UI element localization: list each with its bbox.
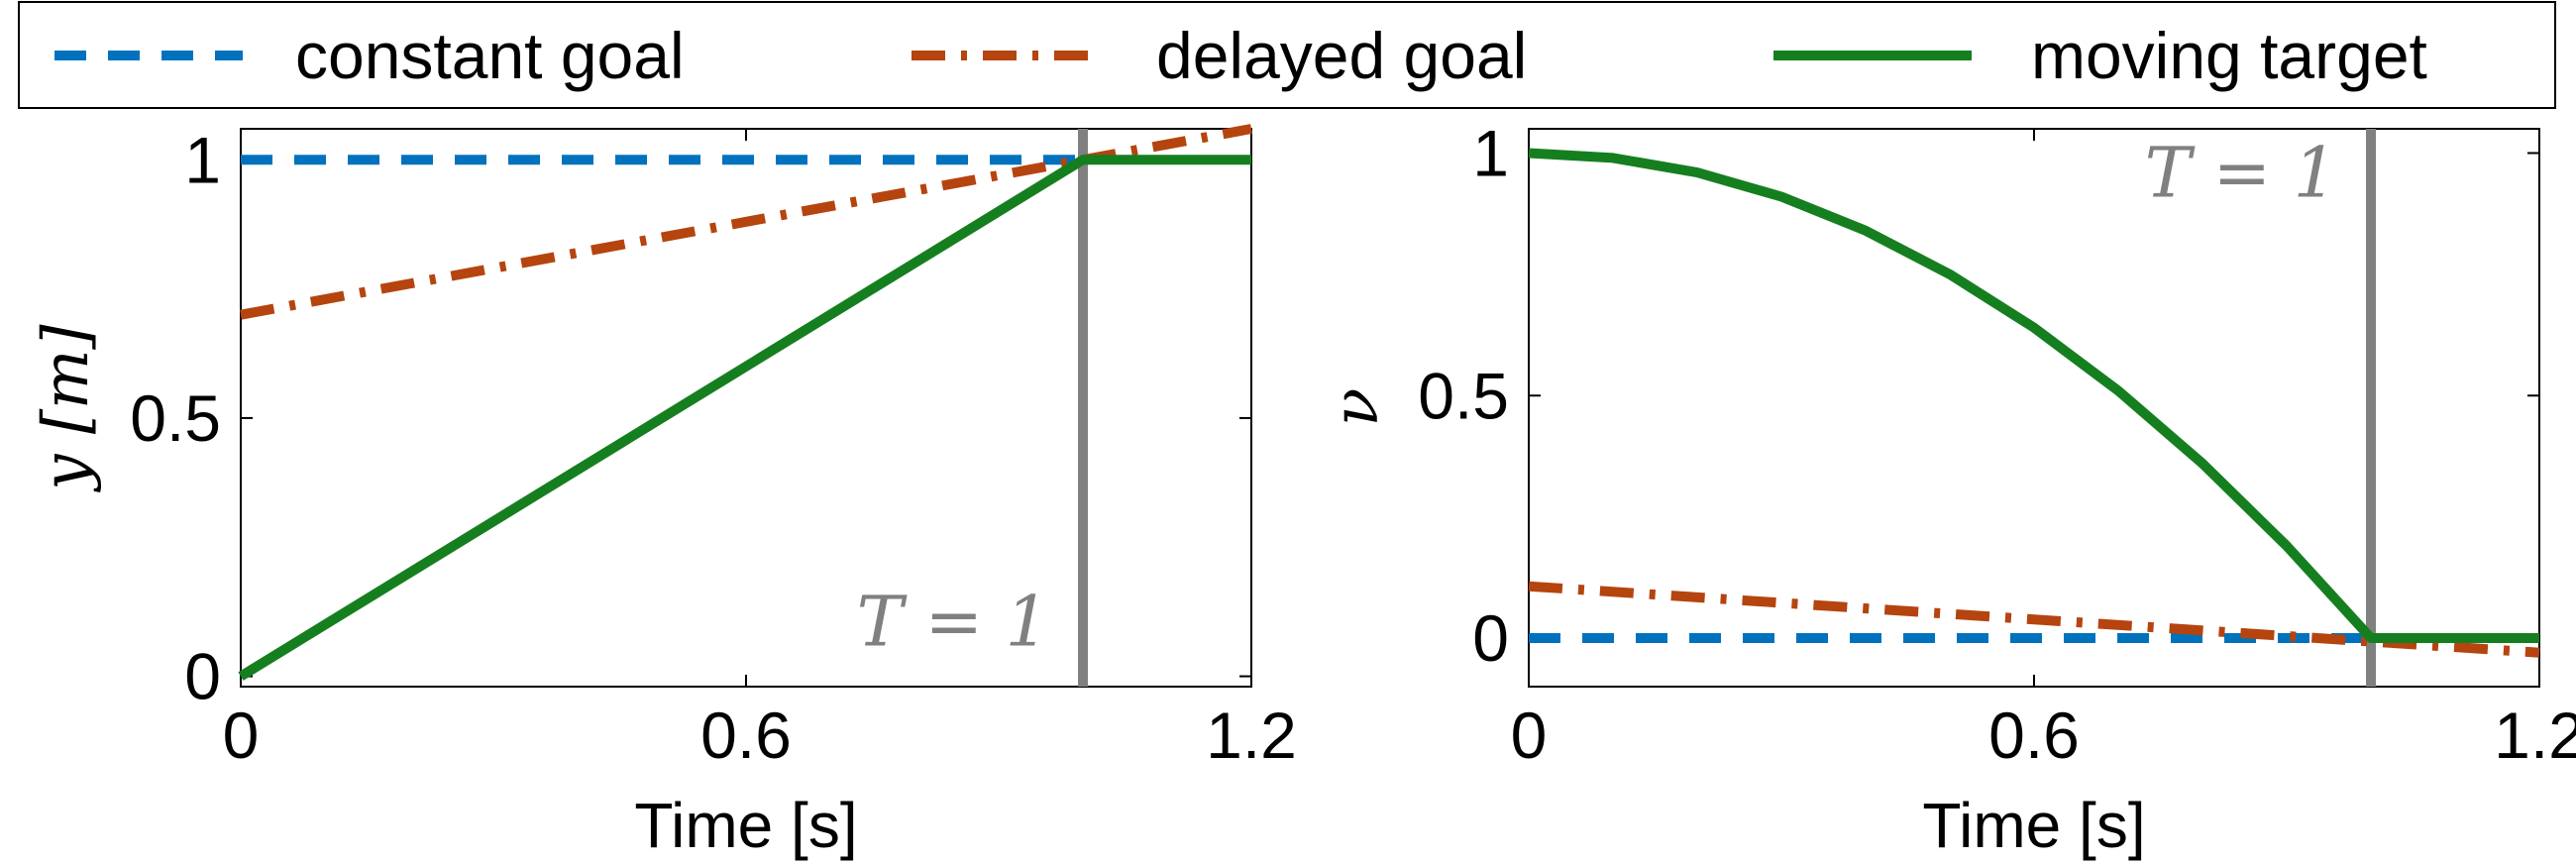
plot-area: [240, 128, 1252, 688]
series-lines: [238, 124, 1252, 681]
x-tick-label: 0: [1511, 699, 1548, 772]
y-axis-label: y [m]: [30, 323, 103, 492]
legend-label-delayed-goal: delayed goal: [1156, 19, 1527, 92]
chart-nu: 0 0.6 1.2 0 0.5 1 T = 1 Time [s] ν: [1320, 116, 2576, 861]
y-tick-label: 0.5: [130, 381, 221, 455]
legend-box: [18, 1, 2556, 109]
x-tick-label: 0: [223, 699, 260, 772]
annotation-t: T = 1: [857, 581, 1049, 662]
legend-label-constant-goal: constant goal: [295, 19, 685, 92]
y-tick-label: 1: [184, 123, 221, 196]
axis-ticks: 0 0.6 1.2 0 0.5 1: [130, 123, 1297, 772]
series-delayed-goal: [1528, 581, 2540, 658]
y-tick-label: 1: [1472, 116, 1509, 189]
legend: constant goal delayed goal moving target: [18, 1, 2556, 109]
x-tick-label: 0.6: [700, 699, 792, 772]
x-tick-label: 0.6: [1988, 699, 2080, 772]
annotation-t: T = 1: [2145, 133, 2337, 214]
chart-y-position: 0 0.6 1.2 0 0.5 1 T = 1 Time [s] y [m]: [30, 123, 1297, 861]
y-tick-label: 0: [1472, 601, 1509, 675]
x-tick-label: 1.2: [1206, 699, 1297, 772]
x-tick-label: 1.2: [2494, 699, 2576, 772]
series-moving-target: [1528, 148, 2539, 643]
x-axis-label: Time [s]: [634, 790, 857, 861]
legend-label-moving-target: moving target: [2031, 19, 2427, 92]
x-axis-label: Time [s]: [1922, 790, 2145, 861]
y-tick-label: 0: [184, 640, 221, 713]
series-lines: [1528, 148, 2540, 658]
plot-area: [1528, 128, 2540, 688]
y-tick-label: 0.5: [1418, 359, 1509, 432]
axis-ticks: 0 0.6 1.2 0 0.5 1: [1418, 116, 2576, 772]
series-moving-target: [238, 155, 1251, 681]
y-axis-label: ν: [1320, 388, 1393, 427]
